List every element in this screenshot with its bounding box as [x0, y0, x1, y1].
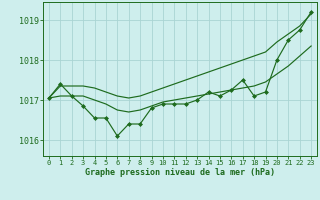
X-axis label: Graphe pression niveau de la mer (hPa): Graphe pression niveau de la mer (hPa): [85, 168, 275, 177]
